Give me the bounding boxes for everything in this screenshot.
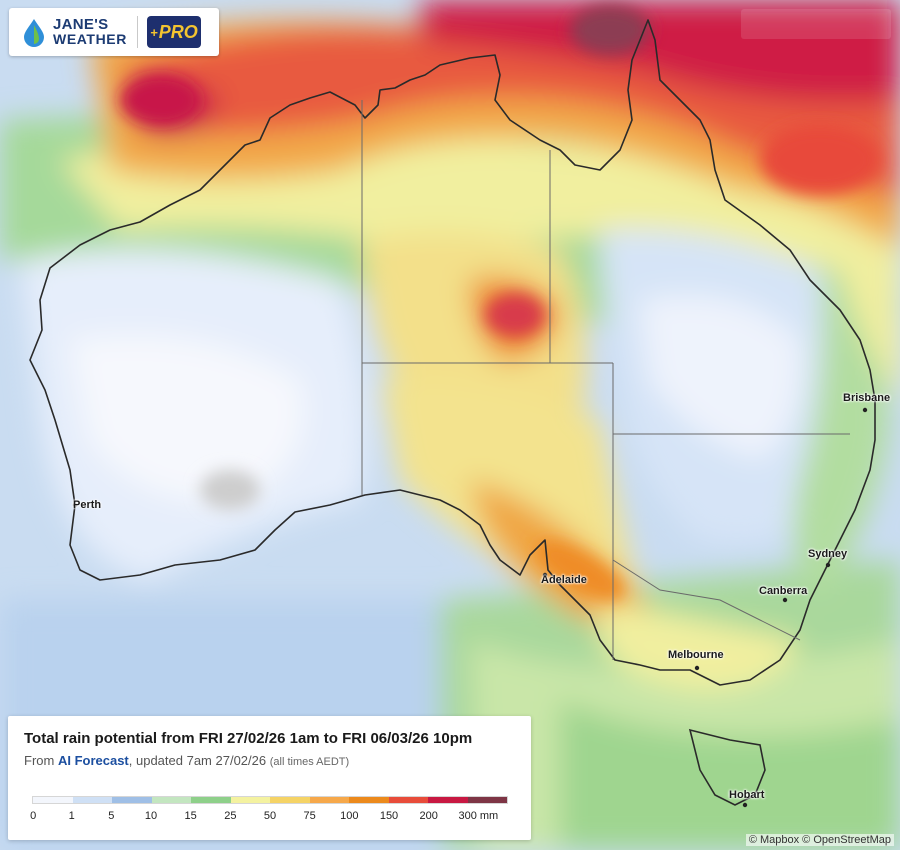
brand-name-line2: WEATHER bbox=[53, 31, 127, 47]
place-label-brisbane[interactable]: Brisbane bbox=[843, 392, 891, 404]
scale-swatch bbox=[151, 797, 191, 803]
hobart-dot bbox=[742, 802, 748, 808]
pro-label: PRO bbox=[158, 21, 198, 42]
scale-tick-label: 100 bbox=[340, 810, 359, 822]
legend-subtitle: From AI Forecast, updated 7am 27/02/26 (… bbox=[24, 753, 349, 768]
scale-swatch bbox=[467, 797, 507, 803]
pro-badge[interactable]: + PRO bbox=[146, 16, 201, 48]
subtitle-timezone: (all times AEDT) bbox=[269, 756, 350, 768]
scale-tick-label: 150 bbox=[379, 810, 399, 822]
scale-swatch bbox=[388, 797, 428, 803]
place-label-melbourne[interactable]: Melbourne bbox=[668, 649, 724, 661]
legend-title: Total rain potential from FRI 27/02/26 1… bbox=[24, 730, 473, 747]
canberra-dot bbox=[782, 597, 788, 603]
subtitle-updated: , updated 7am 27/02/26 bbox=[128, 753, 270, 768]
scale-tick-label: 1 bbox=[68, 810, 75, 822]
subtitle-prefix: From bbox=[24, 753, 58, 768]
color-scale bbox=[32, 796, 508, 804]
scale-swatch bbox=[33, 797, 73, 803]
scale-tick-label: 50 bbox=[263, 810, 277, 822]
scale-swatch bbox=[309, 797, 349, 803]
scale-swatch bbox=[191, 797, 231, 803]
scale-swatch bbox=[230, 797, 270, 803]
brand-name-line1: JANE'S bbox=[53, 16, 109, 33]
place-label-adelaide[interactable]: Adelaide bbox=[541, 574, 587, 586]
melbourne-dot bbox=[694, 665, 700, 671]
scale-tick-label: 200 bbox=[419, 810, 438, 822]
brand-logo[interactable]: JANE'S WEATHER + PRO bbox=[9, 8, 219, 56]
perth-dot bbox=[72, 502, 78, 508]
plus-icon: + bbox=[150, 24, 158, 40]
forecast-source-link[interactable]: AI Forecast bbox=[57, 753, 129, 768]
map-attribution[interactable]: © Mapbox © OpenStreetMap bbox=[745, 834, 894, 846]
legend-panel: Total rain potential from FRI 27/02/26 1… bbox=[8, 716, 531, 840]
adelaide-dot bbox=[542, 572, 548, 578]
scale-tick-label: 0 bbox=[30, 810, 37, 822]
place-label-perth[interactable]: Perth bbox=[73, 499, 102, 511]
scale-tick-label: 5 bbox=[108, 810, 115, 822]
scale-tick-label: 10 bbox=[144, 810, 158, 822]
scale-swatch bbox=[270, 797, 310, 803]
place-label-sydney[interactable]: Sydney bbox=[808, 548, 848, 560]
place-label-canberra[interactable]: Canberra bbox=[759, 585, 808, 597]
scale-swatch bbox=[72, 797, 112, 803]
color-scale-ticks: 0 1 5 10 15 25 50 75 100 150 200 300 mm bbox=[30, 810, 508, 826]
map-controls-overlay[interactable] bbox=[741, 9, 891, 39]
tasmania-coastline bbox=[688, 728, 766, 806]
logo-divider bbox=[136, 16, 138, 48]
scale-swatch bbox=[428, 797, 468, 803]
scale-tick-label: 75 bbox=[303, 810, 316, 822]
scale-tick-label: 25 bbox=[224, 810, 237, 822]
brisbane-dot bbox=[862, 407, 868, 413]
state-borders bbox=[361, 100, 850, 660]
sydney-dot bbox=[825, 562, 831, 568]
australia-coastline bbox=[29, 19, 876, 686]
water-drop-leaf-icon bbox=[24, 19, 44, 47]
scale-tick-label: 15 bbox=[184, 810, 197, 822]
scale-swatch bbox=[349, 797, 389, 803]
scale-swatch bbox=[112, 797, 152, 803]
place-label-hobart[interactable]: Hobart bbox=[729, 789, 765, 801]
scale-tick-label: 300 mm bbox=[458, 810, 499, 822]
